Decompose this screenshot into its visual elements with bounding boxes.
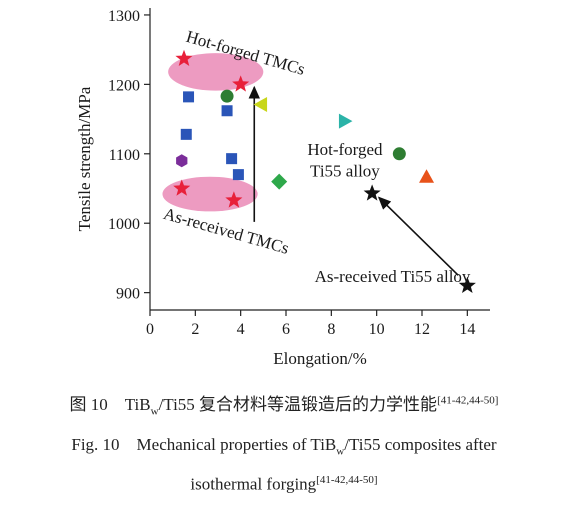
data-point-square [221, 105, 233, 117]
x-tick-label: 8 [327, 321, 335, 338]
caption-en-prefix: Fig. 10 Mechanical properties of TiB [71, 435, 337, 454]
x-tick-label: 14 [459, 321, 475, 338]
y-tick-label: 1000 [108, 216, 140, 233]
x-axis-label: Elongation/% [273, 349, 366, 368]
caption-chinese: 图 10 TiBw/Ti55 复合材料等温锻造后的力学性能[41-42,44-5… [0, 390, 568, 417]
annotation-arrow-1 [377, 196, 459, 276]
data-point-square [232, 169, 244, 181]
y-tick-label: 1200 [108, 77, 140, 94]
data-point-star [363, 184, 381, 201]
caption-cn-main: /Ti55 复合材料等温锻造后的力学性能 [158, 395, 438, 414]
data-point-square [226, 153, 238, 165]
caption-en-line2: isothermal forging [190, 474, 317, 494]
data-point-circle [392, 147, 406, 161]
data-point-star [173, 179, 191, 196]
annotation-label-3: Ti55 alloy [310, 162, 380, 181]
y-axis-label: Tensile strength/MPa [75, 86, 94, 231]
data-point-triangle-up [419, 169, 435, 183]
caption-cn-ref: [41-42,44-50] [437, 394, 499, 407]
data-point-triangle-right [338, 113, 353, 129]
data-point-star [232, 75, 250, 92]
y-tick-label: 900 [116, 286, 140, 303]
data-point-triangle-left [253, 97, 268, 113]
y-tick-label: 1100 [109, 147, 140, 164]
data-point-star [225, 191, 243, 208]
caption-english-line2: isothermal forging[41-42,44-50] [0, 474, 568, 495]
x-tick-label: 2 [191, 321, 199, 338]
caption-en-rest: /Ti55 composites after [344, 435, 497, 454]
data-point-star [458, 276, 476, 293]
data-point-square [183, 91, 195, 103]
data-point-diamond [271, 173, 288, 190]
data-point-square [180, 128, 192, 140]
caption-cn-sub: w [150, 405, 159, 418]
x-tick-label: 0 [146, 321, 154, 338]
caption-en-ref: [41-42,44-50] [316, 474, 378, 486]
data-point-circle [220, 89, 234, 103]
x-tick-label: 12 [414, 321, 430, 338]
data-point-star [175, 49, 193, 66]
x-tick-label: 6 [282, 321, 290, 338]
caption-english-line1: Fig. 10 Mechanical properties of TiBw/Ti… [0, 430, 568, 457]
annotation-label-1: As-received TMCs [161, 204, 291, 258]
x-tick-label: 10 [369, 321, 385, 338]
x-tick-label: 4 [237, 321, 245, 338]
scatter-chart: 0 2 4 6 8 10 12 14 900 1000 1100 1200 1300 Elongation… [75, 8, 490, 368]
caption-en-sub: w [336, 445, 345, 458]
caption-cn-prefix: 图 10 TiB [69, 395, 151, 414]
y-tick-label: 1300 [108, 8, 140, 25]
annotation-label-4: As-received Ti55 alloy [315, 267, 471, 286]
data-point-hexagon [176, 154, 188, 168]
annotation-label-2: Hot-forged [307, 140, 383, 159]
